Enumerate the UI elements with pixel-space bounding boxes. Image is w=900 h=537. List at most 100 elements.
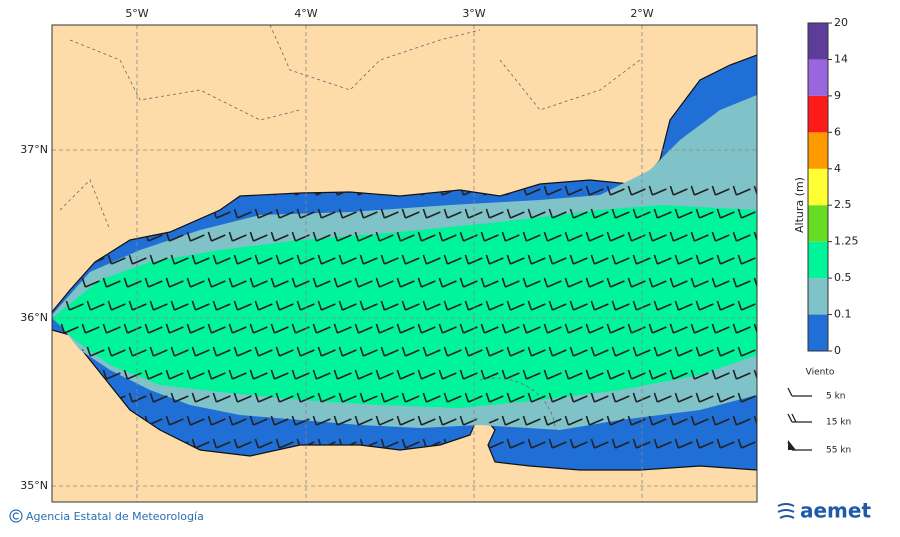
- wind-barb: [401, 438, 420, 449]
- wind-barb: [501, 231, 520, 242]
- wind-barb: [522, 231, 541, 242]
- wind-barb: [291, 323, 310, 334]
- wind-barb: [380, 392, 399, 403]
- wind-barb: [627, 369, 646, 380]
- colorbar-segment: [808, 278, 828, 315]
- wind-barb: [359, 208, 378, 219]
- wind-barb: [690, 231, 709, 242]
- wind-barb: [732, 231, 751, 242]
- wind-barb: [716, 392, 735, 403]
- colorbar-segment: [808, 95, 828, 133]
- wind-barb: [380, 300, 399, 311]
- wind-barb: [627, 415, 646, 426]
- wind-barb: [401, 254, 420, 265]
- wind-barb: [249, 231, 268, 242]
- wind-barb: [759, 439, 776, 448]
- wind-barb: [375, 231, 394, 242]
- wind-barb: [123, 277, 142, 288]
- wind-barb: [690, 369, 709, 380]
- wind-barb: [543, 369, 562, 380]
- wind-barb: [270, 415, 289, 426]
- lat-label: 35°N: [20, 479, 48, 492]
- wind-barb: [732, 277, 751, 288]
- legend-label: 15 kn: [826, 418, 851, 428]
- wind-barb: [669, 185, 688, 196]
- wind-barb: [632, 438, 651, 449]
- wind-barb: [590, 392, 609, 403]
- wind-barb: [438, 369, 457, 380]
- wind-barb: [674, 438, 693, 449]
- wind-barb: [564, 277, 583, 288]
- wind-barb: [291, 231, 310, 242]
- wind-barb: [464, 208, 483, 219]
- wind-legend: 5 kn 15 kn 55 kn: [787, 387, 851, 456]
- wind-barb: [485, 208, 504, 219]
- wind-barb: [653, 208, 672, 219]
- wind-barb: [212, 438, 231, 449]
- wind-barb: [233, 438, 252, 449]
- colorbar-label: 0.1: [834, 308, 852, 321]
- wind-barb: [354, 231, 373, 242]
- wind-barb: [695, 208, 714, 219]
- wind-barb: [438, 231, 457, 242]
- wind-barb: [669, 369, 688, 380]
- wind-barb: [653, 392, 672, 403]
- wind-barb: [249, 277, 268, 288]
- wind-barb: [716, 254, 735, 265]
- logo-mark: [777, 503, 795, 519]
- wind-barb: [333, 415, 352, 426]
- wind-barb: [396, 277, 415, 288]
- wind-barb: [506, 346, 525, 357]
- wind-barb: [674, 254, 693, 265]
- wind-barb: [417, 415, 436, 426]
- wind-barb: [590, 208, 609, 219]
- colorbar-segment: [808, 314, 828, 351]
- wind-barb: [648, 369, 667, 380]
- wind-barb: [233, 300, 252, 311]
- wind-barb: [375, 415, 394, 426]
- colorbar-segment: [808, 23, 828, 60]
- wind-barb: [590, 300, 609, 311]
- wind-barb: [401, 300, 420, 311]
- wind-barb: [506, 208, 525, 219]
- wind-barb: [102, 277, 121, 288]
- wind-barb: [417, 323, 436, 334]
- wind-barb: [543, 323, 562, 334]
- wind-barb: [522, 323, 541, 334]
- wind-barb: [464, 254, 483, 265]
- wind-barb: [611, 392, 630, 403]
- wind-barb: [275, 208, 294, 219]
- wind-barb: [501, 369, 520, 380]
- wind-barb: [627, 323, 646, 334]
- wind-barb: [606, 323, 625, 334]
- wind-barb: [548, 346, 567, 357]
- wind-barb: [107, 346, 126, 357]
- wind-barb: [86, 346, 105, 357]
- wind-barb: [653, 438, 672, 449]
- wind-barb: [548, 300, 567, 311]
- wind-barb: [296, 346, 315, 357]
- wind-barb: [312, 323, 331, 334]
- wind-barb: [585, 323, 604, 334]
- wind-barb: [759, 393, 776, 402]
- map-frame: [51, 24, 758, 503]
- wind-barb: [564, 369, 583, 380]
- wind-barb: [674, 208, 693, 219]
- wind-barb: [249, 415, 268, 426]
- wind-barb: [170, 254, 189, 265]
- wind-barb: [102, 323, 121, 334]
- credit: Agencia Estatal de Meteorología: [26, 510, 204, 523]
- wind-barb: [485, 254, 504, 265]
- wind-barb: [611, 300, 630, 311]
- wind-barb: [627, 231, 646, 242]
- wind-barb: [606, 185, 625, 196]
- wind-barb: [165, 415, 184, 426]
- wind-barb: [648, 277, 667, 288]
- lon-label: 5°W: [125, 7, 148, 20]
- wind-barb: [312, 369, 331, 380]
- wind-barb: [711, 415, 730, 426]
- wind-barb: [312, 415, 331, 426]
- wind-barb: [569, 254, 588, 265]
- wind-barb: [564, 231, 583, 242]
- wind-barb: [485, 300, 504, 311]
